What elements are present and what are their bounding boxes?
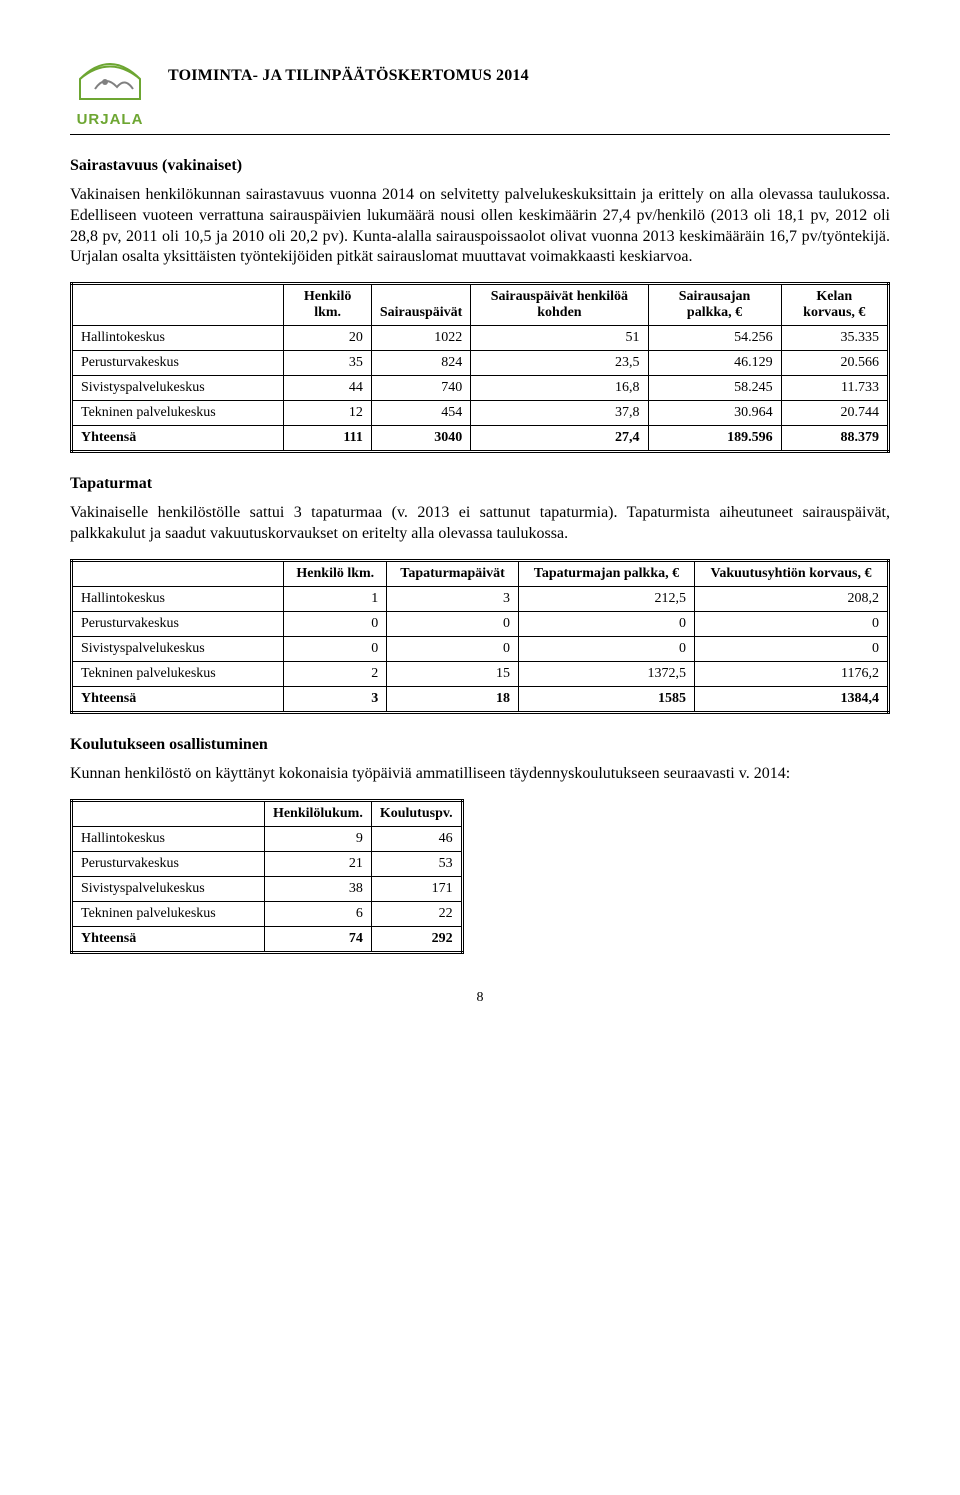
document-title: TOIMINTA- JA TILINPÄÄTÖSKERTOMUS 2014 (168, 67, 529, 85)
org-logo: URJALA (70, 38, 150, 128)
table-row: Sivistyspalvelukeskus 38 171 (72, 876, 463, 901)
table-row: Sivistyspalvelukeskus 0 0 0 0 (72, 636, 889, 661)
section-heading-tapaturmat: Tapaturmat (70, 475, 890, 493)
col-header: Koulutuspv. (371, 800, 462, 826)
table-sairastavuus: Henkilö lkm. Sairauspäivät Sairauspäivät… (70, 282, 890, 453)
col-header: Vakuutusyhtiön korvaus, € (694, 560, 888, 586)
section-para-sairastavuus: Vakinaisen henkilökunnan sairastavuus vu… (70, 185, 890, 268)
table-header-row: Henkilö lkm. Tapaturmapäivät Tapaturmaja… (72, 560, 889, 586)
page-number: 8 (70, 990, 890, 1006)
section-para-koulutus: Kunnan henkilöstö on käyttänyt kokonaisi… (70, 764, 890, 785)
section-para-tapaturmat: Vakinaiselle henkilöstölle sattui 3 tapa… (70, 503, 890, 545)
table-koulutus: Henkilölukum. Koulutuspv. Hallintokeskus… (70, 799, 464, 954)
col-header: Sairausajan palkka, € (648, 284, 781, 326)
table-header-row: Henkilö lkm. Sairauspäivät Sairauspäivät… (72, 284, 889, 326)
section-heading-sairastavuus: Sairastavuus (vakinaiset) (70, 157, 890, 175)
col-header: Henkilölukum. (264, 800, 371, 826)
table-total-row: Yhteensä 3 18 1585 1384,4 (72, 686, 889, 712)
table-row: Tekninen palvelukeskus 12 454 37,8 30.96… (72, 401, 889, 426)
table-row: Hallintokeskus 1 3 212,5 208,2 (72, 586, 889, 611)
table-row: Hallintokeskus 20 1022 51 54.256 35.335 (72, 326, 889, 351)
table-row: Tekninen palvelukeskus 6 22 (72, 901, 463, 926)
table-total-row: Yhteensä 111 3040 27,4 189.596 88.379 (72, 426, 889, 452)
table-row: Perusturvakeskus 0 0 0 0 (72, 611, 889, 636)
logo-text: URJALA (77, 111, 144, 128)
table-row: Hallintokeskus 9 46 (72, 826, 463, 851)
table-total-row: Yhteensä 74 292 (72, 926, 463, 952)
col-header: Tapaturmajan palkka, € (518, 560, 694, 586)
table-row: Perusturvakeskus 21 53 (72, 851, 463, 876)
col-header: Kelan korvaus, € (781, 284, 888, 326)
col-header: Henkilö lkm. (284, 560, 387, 586)
section-heading-koulutus: Koulutukseen osallistuminen (70, 736, 890, 754)
table-row: Perusturvakeskus 35 824 23,5 46.129 20.5… (72, 351, 889, 376)
page-header: URJALA TOIMINTA- JA TILINPÄÄTÖSKERTOMUS … (70, 38, 890, 128)
header-rule (70, 134, 890, 135)
col-header: Henkilö lkm. (284, 284, 371, 326)
table-header-row: Henkilölukum. Koulutuspv. (72, 800, 463, 826)
col-header: Sairauspäivät (371, 284, 470, 326)
table-tapaturmat: Henkilö lkm. Tapaturmapäivät Tapaturmaja… (70, 559, 890, 714)
col-header: Tapaturmapäivät (387, 560, 519, 586)
col-header: Sairauspäivät henkilöä kohden (471, 284, 648, 326)
table-row: Sivistyspalvelukeskus 44 740 16,8 58.245… (72, 376, 889, 401)
table-row: Tekninen palvelukeskus 2 15 1372,5 1176,… (72, 661, 889, 686)
